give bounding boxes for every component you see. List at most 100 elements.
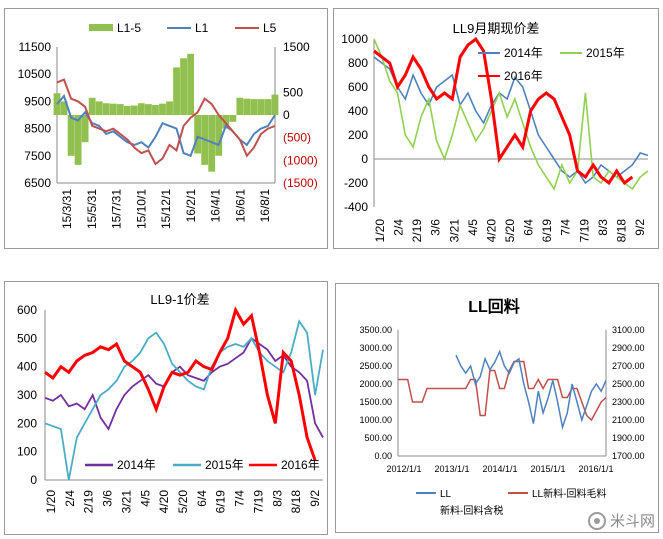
x-tick-label: 9/2 <box>633 219 647 236</box>
chart-ll9-basis: LL9月期现价差 1000 800 600 400 200 0 -200 -400 1/20 2/4… <box>333 8 659 249</box>
x-tick-label: 7/4 <box>559 219 573 236</box>
y-tick-label: 400 <box>348 104 368 118</box>
left-tick-label: 0.00 <box>374 451 392 461</box>
x-tick-label: 2015/1/1 <box>530 464 565 474</box>
spread-area-bar <box>159 103 166 115</box>
left-tick-label: 500.00 <box>364 433 392 443</box>
x-tick-label: 4/5 <box>466 219 480 236</box>
left-tick-label: 7500 <box>24 149 51 163</box>
x-tick-label: 16/6/1 <box>233 189 247 223</box>
left-tick-label: 8500 <box>24 122 51 136</box>
y-tick-label: 0 <box>361 152 368 166</box>
x-tick-label: 4/20 <box>484 219 498 243</box>
x-tick-label: 15/5/31 <box>85 189 99 229</box>
spread-area-bar <box>74 115 82 165</box>
y-tick-label: 0 <box>30 473 37 487</box>
spread-area-bar <box>116 104 124 115</box>
x-tick-label: 6/19 <box>214 490 228 514</box>
legend-swatch <box>89 24 113 31</box>
spread-area-bar <box>180 58 187 115</box>
y-tick-label: -200 <box>344 176 368 190</box>
x-tick-label: 6/19 <box>540 219 554 243</box>
spread-area-bar <box>95 101 103 115</box>
y-tick-label: 600 <box>17 303 37 317</box>
x-tick-label: 2/4 <box>392 219 406 236</box>
chart-title: LL回料 <box>468 297 520 316</box>
x-tick-label: 8/3 <box>596 219 610 236</box>
spread-area-bar <box>123 105 131 115</box>
x-tick-label: 5/20 <box>176 490 190 514</box>
x-tick-label: 15/10/1 <box>134 189 148 229</box>
x-tick-label: 3/21 <box>447 219 461 243</box>
left-tick-label: 1500.00 <box>359 397 392 407</box>
chart-title: LL9月期现价差 <box>453 21 540 36</box>
y-tick-label: 800 <box>348 56 368 70</box>
legend-label: L5 <box>263 21 277 35</box>
x-tick-label: 2016/1/1 <box>578 464 613 474</box>
legend-label: 2015年 <box>586 46 625 60</box>
spread-area-bar <box>145 104 152 115</box>
right-tick-label: 0 <box>283 108 290 122</box>
series-line-recycled-spread <box>398 360 607 422</box>
spread-area-bar <box>60 101 68 115</box>
x-tick-label: 4/5 <box>138 490 152 507</box>
series-line-l5 <box>56 78 276 166</box>
chart-title: LL9-1价差 <box>150 292 209 307</box>
x-tick-label: 8/18 <box>289 490 303 514</box>
x-tick-label: 16/8/1 <box>258 189 272 223</box>
x-tick-label: 2/19 <box>410 219 424 243</box>
x-tick-label: 8/3 <box>270 490 284 507</box>
x-tick-label: 4/20 <box>157 490 171 514</box>
spread-area-bar <box>102 103 110 115</box>
spread-area-bar <box>67 115 75 156</box>
spread-area-bar <box>250 99 258 115</box>
right-tick-label: 2700.00 <box>612 361 645 371</box>
spread-area-bar <box>243 98 251 115</box>
spread-area-bar <box>137 103 145 115</box>
y-tick-label: 1000 <box>341 32 368 46</box>
x-tick-label: 16/2/1 <box>184 189 198 223</box>
chart-l1-l5-spread-svg: 11500 10500 9500 8500 7500 6500 1500 500 0 (500) (… <box>18 21 318 229</box>
x-tick-label: 5/20 <box>503 219 517 243</box>
watermark: 米斗网 <box>587 510 655 531</box>
y-tick-label: -400 <box>344 200 368 214</box>
spread-area-bar <box>166 101 173 115</box>
x-tick-label: 6/4 <box>195 490 209 507</box>
series-line <box>44 306 317 461</box>
x-tick-label: 15/12/1 <box>159 189 173 229</box>
x-tick-label: 3/6 <box>429 219 443 236</box>
x-tick-label: 9/2 <box>308 490 322 507</box>
x-tick-label: 15/3/31 <box>60 189 74 229</box>
x-tick-label: 3/6 <box>101 490 115 507</box>
x-tick-label: 7/19 <box>577 219 591 243</box>
chart-l1-l5-spread: 11500 10500 9500 8500 7500 6500 1500 500 0 (500) (… <box>4 8 328 249</box>
left-tick-label: 2500.00 <box>359 361 392 371</box>
spread-area-bar <box>53 93 61 115</box>
legend-label: 2016年 <box>281 458 320 472</box>
spread-area-bar <box>208 115 216 172</box>
spread-area-bar <box>236 97 244 115</box>
spread-area-bar <box>81 115 89 143</box>
right-tick-label: 1900.00 <box>612 433 645 443</box>
series-line <box>44 336 324 438</box>
x-tick-label: 6/4 <box>522 219 536 236</box>
spread-area-bar <box>88 97 96 115</box>
y-tick-label: 600 <box>348 80 368 94</box>
x-tick-label: 3/21 <box>119 490 133 514</box>
x-tick-label: 2014/1/1 <box>482 464 517 474</box>
series-line <box>373 36 634 186</box>
chart-ll9-basis-svg: LL9月期现价差 1000 800 600 400 200 0 -200 -400 1/20 2/4… <box>341 21 649 243</box>
legend-label: 2016年 <box>504 69 543 83</box>
x-tick-label: 16/4/1 <box>209 189 223 223</box>
legend-label: 2014年 <box>117 458 156 472</box>
y-tick-label: 400 <box>17 360 37 374</box>
x-tick-label: 8/18 <box>614 219 628 243</box>
chart-caption: 新料-回料含税 <box>440 504 503 517</box>
legend-label: L1 <box>195 21 209 35</box>
wechat-icon <box>587 511 606 530</box>
right-tick-label: 1700.00 <box>612 451 645 461</box>
legend-label: 2015年 <box>205 458 244 472</box>
right-tick-label: 2500.00 <box>612 379 645 389</box>
left-tick-label: 6500 <box>24 176 51 190</box>
chart-ll-recycled-svg: LL回料 3500.00 3000.00 2500.00 2000.00 1500.00 1… <box>359 297 645 517</box>
